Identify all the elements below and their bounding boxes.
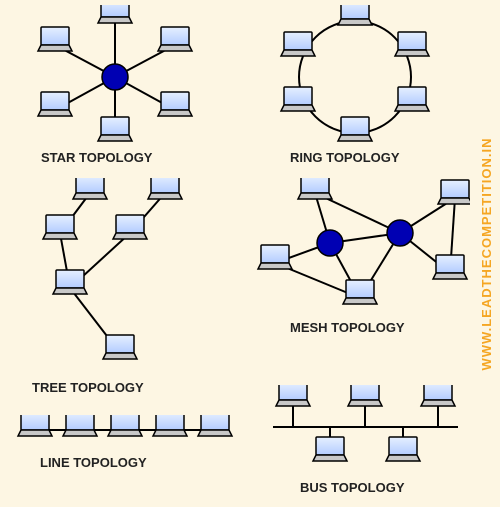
- ring-topology-diagram: [260, 5, 450, 150]
- line-topology-diagram: [15, 415, 235, 450]
- tree-label: TREE TOPOLOGY: [32, 380, 144, 395]
- diagram-canvas: WWW.LEADTHECOMPETITION.IN STAR TOPOLOGY …: [0, 0, 500, 507]
- mesh-topology-diagram: [255, 178, 470, 318]
- star-topology-diagram: [20, 5, 210, 150]
- ring-label: RING TOPOLOGY: [290, 150, 400, 165]
- line-label: LINE TOPOLOGY: [40, 455, 147, 470]
- watermark-text: WWW.LEADTHECOMPETITION.IN: [479, 137, 494, 370]
- mesh-label: MESH TOPOLOGY: [290, 320, 405, 335]
- bus-label: BUS TOPOLOGY: [300, 480, 405, 495]
- bus-topology-diagram: [258, 385, 473, 475]
- star-label: STAR TOPOLOGY: [41, 150, 152, 165]
- tree-topology-diagram: [10, 178, 230, 378]
